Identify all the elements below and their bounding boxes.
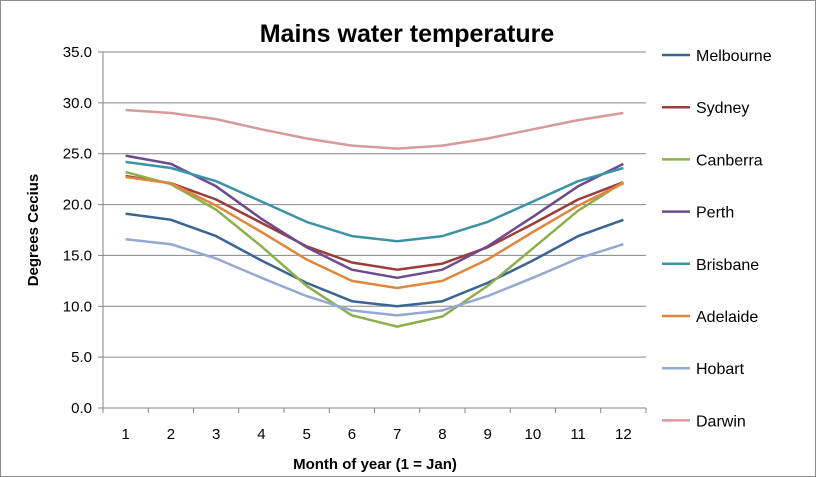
y-tick-label: 15.0 bbox=[63, 247, 92, 264]
series-line-adelaide bbox=[125, 175, 624, 290]
y-tick-label: 25.0 bbox=[63, 146, 92, 163]
x-tick-label: 11 bbox=[570, 426, 586, 443]
x-tick-label: 9 bbox=[483, 426, 491, 443]
x-tick-label: 5 bbox=[302, 426, 310, 443]
series-line-darwin bbox=[125, 108, 624, 150]
series-line-canberra bbox=[125, 170, 625, 328]
legend-label-darwin: Darwin bbox=[696, 413, 746, 430]
series-line-brisbane bbox=[125, 160, 624, 243]
series-lines bbox=[125, 108, 625, 328]
series-line-hobart bbox=[125, 237, 624, 317]
y-axis-title: Degrees Cecius bbox=[25, 174, 42, 287]
legend-label-sydney: Sydney bbox=[696, 100, 749, 117]
legend-label-canberra: Canberra bbox=[696, 152, 763, 169]
y-tick-label: 5.0 bbox=[71, 349, 92, 366]
series-line-melbourne bbox=[125, 212, 624, 308]
legend-label-brisbane: Brisbane bbox=[696, 257, 759, 274]
series-line-perth bbox=[125, 154, 624, 280]
x-tick-label: 2 bbox=[167, 426, 175, 443]
legend-label-melbourne: Melbourne bbox=[696, 48, 772, 65]
x-tick-label: 8 bbox=[438, 426, 446, 443]
axes bbox=[102, 52, 646, 409]
x-tick-labels: 1 2 3 4 5 6 7 8 9 10 11 12 bbox=[102, 408, 647, 443]
legend-label-adelaide: Adelaide bbox=[696, 309, 758, 326]
y-tick-label: 30.0 bbox=[63, 95, 92, 112]
series-line-sydney bbox=[125, 174, 624, 271]
x-tick-label: 12 bbox=[615, 426, 632, 443]
x-tick-label: 3 bbox=[212, 426, 220, 443]
y-tick-label: 35.0 bbox=[63, 44, 92, 61]
x-tick-label: 1 bbox=[121, 426, 129, 443]
y-tick-labels: 0.0 5.0 10.0 15.0 20.0 25.0 30.0 35.0 bbox=[63, 44, 103, 417]
y-tick-label: 0.0 bbox=[71, 400, 92, 417]
gridlines bbox=[103, 51, 646, 358]
x-axis-title: Month of year (1 = Jan) bbox=[293, 456, 457, 473]
legend-label-hobart: Hobart bbox=[696, 361, 745, 378]
legend: Melbourne Sydney Canberra Perth Brisbane Adel… bbox=[662, 48, 772, 430]
legend-label-perth: Perth bbox=[696, 205, 734, 222]
y-tick-label: 10.0 bbox=[63, 298, 92, 315]
x-tick-label: 4 bbox=[257, 426, 265, 443]
y-tick-label: 20.0 bbox=[63, 197, 92, 214]
x-tick-label: 6 bbox=[348, 426, 356, 443]
x-tick-label: 7 bbox=[393, 426, 401, 443]
x-tick-label: 10 bbox=[525, 426, 542, 443]
chart-title: Mains water temperature bbox=[260, 20, 555, 48]
